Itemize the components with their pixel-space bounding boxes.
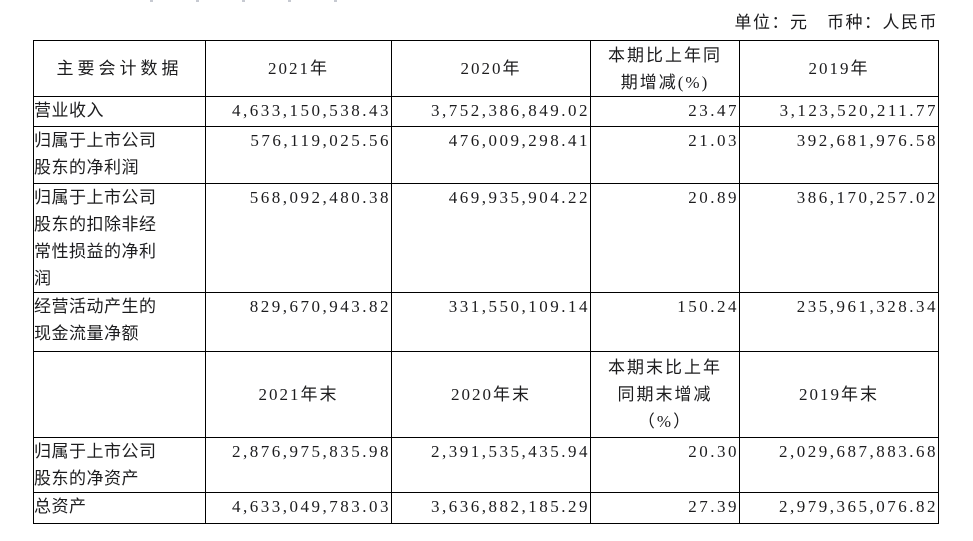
row-label: 归属于上市公司 股东的扣除非经 常性损益的净利 润 [33,183,206,293]
value-change-pct: 150.24 [590,292,740,352]
value-2019: 235,961,328.34 [739,292,939,352]
col-header-2019-yearend: 2019年末 [739,351,939,438]
value-2019: 2,029,687,883.68 [739,437,939,493]
row-label: 归属于上市公司 股东的净资产 [33,437,206,493]
col-header-blank [33,351,206,438]
value-2021: 576,119,025.56 [205,126,392,184]
row-label: 营业收入 [33,96,206,127]
col-header-2021-yearend: 2021年末 [205,351,392,438]
key-financials-table: 主要会计数据 2021年 2020年 本期比上年同 期增减(%) 2019年 营… [33,40,939,524]
value-2021: 4,633,150,538.43 [205,96,392,127]
value-2020: 469,935,904.22 [391,183,591,293]
value-2020: 3,752,386,849.02 [391,96,591,127]
col-header-2019: 2019年 [739,40,939,97]
col-header-change: 本期比上年同 期增减(%) [590,40,740,97]
value-2019: 386,170,257.02 [739,183,939,293]
table-row-operating-revenue: 营业收入 4,633,150,538.43 3,752,386,849.02 2… [33,96,939,127]
value-change-pct: 20.89 [590,183,740,293]
value-2019: 3,123,520,211.77 [739,96,939,127]
table-header-row-yearend: 2021年末 2020年末 本期末比上年 同期末增减 （%） 2019年末 [33,351,939,438]
table-row-total-assets: 总资产 4,633,049,783.03 3,636,882,185.29 27… [33,492,939,524]
row-label: 归属于上市公司 股东的净利润 [33,126,206,184]
table-row-net-profit-excl-nonrecurring: 归属于上市公司 股东的扣除非经 常性损益的净利 润 568,092,480.38… [33,183,939,293]
row-label: 经营活动产生的 现金流量净额 [33,292,206,352]
value-change-pct: 27.39 [590,492,740,524]
value-2019: 2,979,365,076.82 [739,492,939,524]
table-row-net-profit: 归属于上市公司 股东的净利润 576,119,025.56 476,009,29… [33,126,939,184]
value-change-pct: 20.30 [590,437,740,493]
col-header-metric: 主要会计数据 [33,40,206,97]
value-2021: 568,092,480.38 [205,183,392,293]
col-header-2020: 2020年 [391,40,591,97]
table-header-row-period: 主要会计数据 2021年 2020年 本期比上年同 期增减(%) 2019年 [33,40,939,97]
row-label: 总资产 [33,492,206,524]
clipped-text-remnant [150,0,360,2]
value-2021: 829,670,943.82 [205,292,392,352]
col-header-2021: 2021年 [205,40,392,97]
value-2020: 3,636,882,185.29 [391,492,591,524]
value-2020: 331,550,109.14 [391,292,591,352]
table-row-operating-cash-flow: 经营活动产生的 现金流量净额 829,670,943.82 331,550,10… [33,292,939,352]
value-2020: 476,009,298.41 [391,126,591,184]
value-2021: 2,876,975,835.98 [205,437,392,493]
value-2020: 2,391,535,435.94 [391,437,591,493]
table-row-net-assets: 归属于上市公司 股东的净资产 2,876,975,835.98 2,391,53… [33,437,939,493]
value-change-pct: 23.47 [590,96,740,127]
value-2019: 392,681,976.58 [739,126,939,184]
unit-currency-label: 单位：元 币种：人民币 [734,13,938,32]
value-change-pct: 21.03 [590,126,740,184]
col-header-2020-yearend: 2020年末 [391,351,591,438]
col-header-yearend-change: 本期末比上年 同期末增减 （%） [590,351,740,438]
value-2021: 4,633,049,783.03 [205,492,392,524]
